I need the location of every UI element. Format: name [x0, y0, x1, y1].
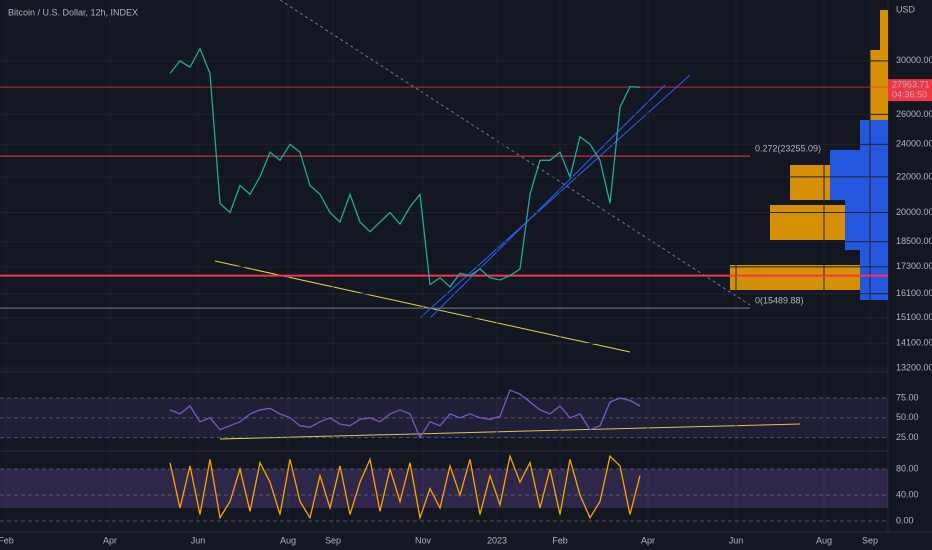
currency-label: USD [896, 4, 916, 14]
y-tick-label: 22000.00 [896, 171, 932, 181]
y-tick-label: 0.00 [896, 515, 914, 525]
y-tick-label: 80.00 [896, 464, 919, 474]
y-tick-label: 50.00 [896, 412, 919, 422]
y-tick-label: 17300.00 [896, 261, 932, 271]
y-tick-label: 75.00 [896, 392, 919, 402]
rsi-band [0, 398, 888, 438]
level-label: 0(15489.88) [755, 296, 804, 306]
x-tick-label: Aug [280, 535, 296, 545]
x-tick-label: Sep [862, 535, 878, 545]
y-tick-label: 40.00 [896, 489, 919, 499]
x-tick-label: Apr [641, 535, 655, 545]
y-tick-label: 26000.00 [896, 109, 932, 119]
x-tick-label: Feb [0, 535, 14, 545]
y-tick-label: 24000.00 [896, 139, 932, 149]
level-label: 0.272(23255.09) [755, 144, 821, 154]
last-price-label: 27963.71 [892, 80, 930, 90]
x-tick-label: Jun [729, 535, 744, 545]
series-line [169, 47, 641, 288]
y-tick-label: 20000.00 [896, 207, 932, 217]
y-tick-label: 15100.00 [896, 312, 932, 322]
channel-line [419, 74, 691, 319]
last-price-box [888, 79, 932, 102]
x-tick-label: Feb [552, 535, 568, 545]
x-tick-label: Aug [816, 535, 832, 545]
countdown-label: 04:36:50 [892, 90, 927, 100]
rsi-trend-line [219, 423, 801, 440]
y-tick-label: 30000.00 [896, 55, 932, 65]
x-tick-label: Sep [325, 535, 341, 545]
chart-title: Bitcoin / U.S. Dollar, 12h, INDEX [8, 7, 138, 17]
series-line [169, 389, 641, 439]
y-tick-label: 14100.00 [896, 338, 932, 348]
series-line [169, 453, 641, 521]
y-tick-label: 25.00 [896, 432, 919, 442]
x-tick-label: 2023 [487, 535, 507, 545]
y-tick-label: 13200.00 [896, 362, 932, 372]
y-tick-label: 18500.00 [896, 236, 932, 246]
x-tick-label: Apr [103, 535, 117, 545]
x-tick-label: Nov [415, 535, 432, 545]
channel-line [429, 84, 666, 319]
y-tick-label: 16100.00 [896, 288, 932, 298]
x-tick-label: Jun [191, 535, 206, 545]
